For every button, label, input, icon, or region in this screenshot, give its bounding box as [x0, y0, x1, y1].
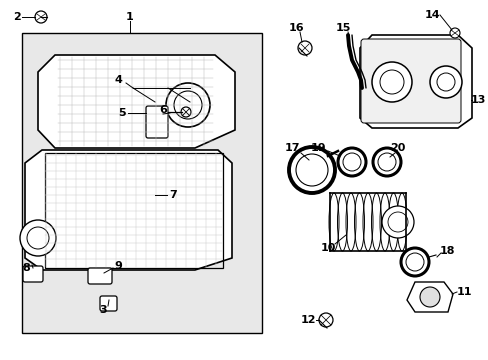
- FancyBboxPatch shape: [360, 39, 460, 123]
- Circle shape: [419, 287, 439, 307]
- Text: 7: 7: [169, 190, 177, 200]
- Polygon shape: [406, 282, 452, 312]
- Circle shape: [371, 62, 411, 102]
- Polygon shape: [359, 35, 471, 128]
- Text: 10: 10: [320, 243, 335, 253]
- Text: 18: 18: [438, 246, 454, 256]
- Bar: [45, 153, 223, 268]
- Circle shape: [20, 220, 56, 256]
- Circle shape: [165, 83, 209, 127]
- FancyBboxPatch shape: [146, 106, 168, 138]
- Polygon shape: [38, 55, 235, 148]
- Circle shape: [429, 66, 461, 98]
- Text: 17: 17: [284, 143, 299, 153]
- FancyBboxPatch shape: [88, 268, 112, 284]
- Text: 20: 20: [389, 143, 405, 153]
- Text: 19: 19: [310, 143, 326, 153]
- Text: 2: 2: [13, 12, 21, 22]
- Text: 11: 11: [455, 287, 471, 297]
- Text: 8: 8: [22, 263, 30, 273]
- Text: 4: 4: [114, 75, 122, 85]
- Text: 6: 6: [159, 105, 166, 115]
- Circle shape: [318, 313, 332, 327]
- Text: 9: 9: [114, 261, 122, 271]
- Text: 16: 16: [288, 23, 304, 33]
- Text: 13: 13: [469, 95, 485, 105]
- FancyBboxPatch shape: [23, 266, 43, 282]
- FancyBboxPatch shape: [100, 296, 117, 311]
- Circle shape: [381, 206, 413, 238]
- Bar: [22, 33, 262, 333]
- Text: 14: 14: [425, 10, 440, 20]
- Circle shape: [297, 41, 311, 55]
- Text: 15: 15: [335, 23, 350, 33]
- Text: 12: 12: [300, 315, 315, 325]
- Polygon shape: [25, 150, 231, 270]
- Circle shape: [449, 28, 459, 38]
- Circle shape: [181, 107, 191, 117]
- Text: 3: 3: [99, 305, 106, 315]
- Text: 1: 1: [126, 12, 134, 22]
- Circle shape: [35, 11, 47, 23]
- Text: 5: 5: [118, 108, 125, 118]
